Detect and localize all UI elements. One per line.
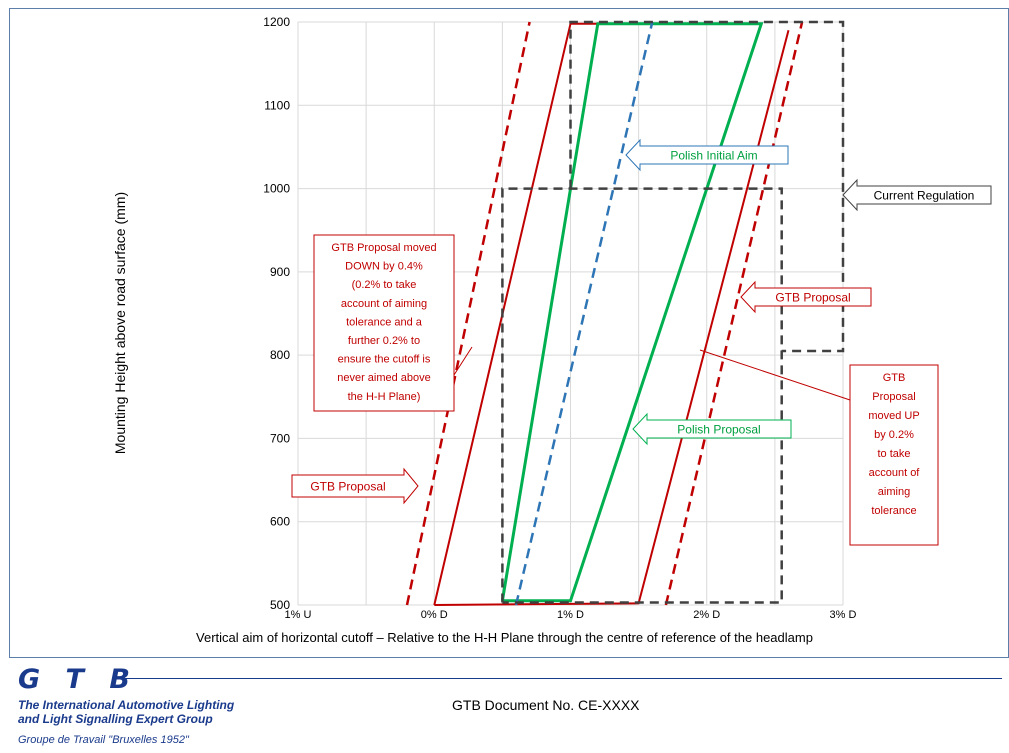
org-line-2: and Light Signalling Expert Group: [18, 712, 213, 726]
callout-line: by 0.2%: [874, 429, 914, 441]
x-tick-label: 0% D: [421, 609, 448, 621]
annotation-box: [625, 138, 789, 172]
callout-leader: [699, 349, 851, 401]
x-tick-label: 1% U: [285, 609, 312, 621]
y-tick-labels: 500 600 700 800 900 1000 1100 1200: [263, 15, 290, 612]
moved-down-callout: GTB Proposal moved DOWN by 0.4% (0.2% to t…: [313, 234, 473, 412]
callout-line: aiming: [878, 486, 910, 498]
annotation-box: [632, 412, 792, 446]
callout-line: DOWN by 0.4%: [345, 261, 423, 273]
x-tick-labels: 1% U 0% D 1% D 2% D 3% D: [285, 609, 857, 621]
x-tick-label: 1% D: [557, 609, 584, 621]
callout-line: moved UP: [868, 410, 919, 422]
y-tick-label: 600: [270, 515, 290, 529]
callout-line: GTB Proposal moved: [331, 242, 436, 254]
y-tick-label: 800: [270, 348, 290, 362]
series-lines: [405, 20, 845, 606]
callout-line: the H-H Plane): [348, 391, 421, 403]
x-tick-label: 2% D: [693, 609, 720, 621]
y-axis-label: Mounting Height above road surface (mm): [112, 191, 128, 455]
chart-svg: 500 600 700 800 900 1000 1100 1200 1% U 0% D 1% D…: [263, 15, 992, 621]
annotation-box: [842, 178, 992, 212]
series-line: [501, 187, 783, 604]
callout-line: account of: [869, 467, 921, 479]
annotation-text: GTB Proposal: [775, 291, 850, 305]
callout-line: to take: [877, 448, 910, 460]
annotation-text: Polish Initial Aim: [670, 149, 757, 163]
series-line: [500, 22, 764, 603]
y-tick-label: 500: [270, 598, 290, 612]
callout-box: [849, 364, 939, 546]
callout-line: account of aiming: [341, 298, 427, 310]
x-axis-label: Vertical aim of horizontal cutoff – Rela…: [196, 630, 813, 645]
callout-line: Proposal: [872, 391, 915, 403]
logo-rule: [122, 678, 1002, 679]
callout-line: ensure the cutoff is: [338, 354, 431, 366]
org-subtitle: Groupe de Travail "Bruxelles 1952": [18, 734, 189, 746]
callout-line: further 0.2% to: [348, 335, 420, 347]
y-tick-label: 1200: [263, 15, 290, 29]
callout-line: GTB: [883, 372, 906, 384]
gtb-proposal-right-label: GTB Proposal: [740, 280, 872, 314]
y-tick-label: 1100: [264, 98, 290, 112]
series-line: [514, 21, 654, 606]
annotation-box: [291, 467, 419, 505]
series-line: [664, 21, 804, 606]
polish-initial-aim-label: Polish Initial Aim: [625, 138, 789, 172]
polish-proposal-label: Polish Proposal: [632, 412, 792, 446]
moved-up-callout: GTB Proposal moved UP by 0.2% to take account…: [699, 349, 939, 546]
annotation-text: GTB Proposal: [310, 480, 385, 494]
series-line: [405, 21, 531, 606]
series-line: [434, 30, 790, 606]
y-tick-label: 1000: [263, 182, 290, 196]
annotation-text: Current Regulation: [874, 189, 975, 203]
document-number: GTB Document No. CE-XXXX: [452, 697, 640, 713]
callout-line: never aimed above: [337, 372, 431, 384]
annotation-box: [740, 280, 872, 314]
series-line: [569, 20, 845, 353]
current-regulation-label: Current Regulation: [842, 178, 992, 212]
gtb-proposal-left-label: GTB Proposal: [291, 467, 419, 505]
y-tick-label: 700: [270, 431, 290, 445]
callout-line: tolerance: [871, 505, 916, 517]
org-line-1: The International Automotive Lighting: [18, 698, 235, 712]
x-tick-label: 3% D: [830, 609, 857, 621]
y-tick-label: 900: [270, 265, 290, 279]
callout-line: (0.2% to take: [352, 279, 417, 291]
annotation-text: Polish Proposal: [677, 423, 760, 437]
callout-box: [313, 234, 455, 412]
callout-line: tolerance and a: [346, 316, 423, 328]
callout-leader: [453, 346, 473, 376]
gtb-logo: G T B: [18, 664, 138, 695]
annotations: Polish Initial Aim Current Regulation GTB …: [291, 138, 992, 546]
